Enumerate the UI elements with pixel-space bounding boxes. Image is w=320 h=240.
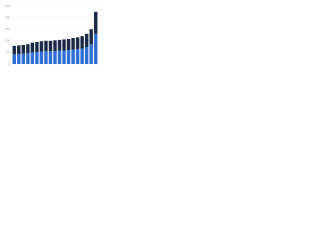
bar-segment [66, 50, 71, 64]
bar-segment [66, 38, 71, 51]
bar-segment [71, 49, 75, 64]
bar-segment [80, 36, 84, 49]
bar-segment [48, 51, 53, 64]
bar-segment [71, 38, 75, 50]
bar-segment [94, 11, 98, 34]
bar-segment [80, 48, 84, 64]
bar-segment [12, 45, 16, 55]
bar-segment [75, 49, 80, 64]
bar-segment [21, 44, 26, 54]
bar-segment [53, 51, 57, 64]
bar-segment [26, 44, 30, 54]
bar-segment [12, 54, 16, 64]
bar-segment [44, 51, 48, 64]
bar-segment [44, 40, 48, 52]
bar-segment [75, 37, 80, 50]
bar-segment [39, 51, 44, 64]
bar-segment [84, 33, 89, 48]
bar-segment [30, 42, 35, 53]
bar-segment [84, 47, 89, 64]
y-tick-label: 50 [7, 50, 11, 54]
bar-segment [17, 45, 21, 55]
bar-segment [17, 54, 21, 64]
bar-segment [89, 29, 93, 45]
bar-segment [39, 41, 44, 52]
y-tick-label: 0 [8, 62, 10, 66]
y-tick-label: 100 [5, 39, 10, 43]
bar-segment [62, 50, 66, 64]
bar-segment [30, 52, 35, 64]
y-tick-label: 250 [5, 4, 10, 8]
y-tick-label: 150 [5, 27, 10, 31]
y-tick-label: 200 [5, 15, 10, 19]
bar-segment [48, 40, 53, 52]
bar-segment [35, 51, 39, 64]
bar-segment [26, 53, 30, 64]
bar-segment [21, 53, 26, 64]
bar-segment [53, 40, 57, 52]
bar-segment [89, 44, 93, 64]
bar-segment [35, 41, 39, 52]
bar-segment [57, 50, 62, 64]
chart: 0 50 100 150 200 250 [5, 4, 98, 66]
bar-segment [94, 33, 98, 64]
bar-segment [62, 39, 66, 51]
bar-segment [57, 39, 62, 51]
